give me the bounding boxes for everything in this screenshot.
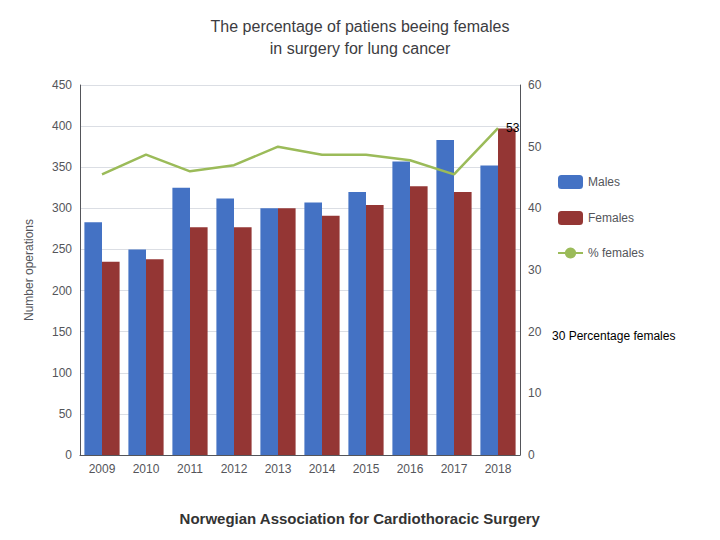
svg-text:The percentage of patiens beei: The percentage of patiens beeing females: [211, 18, 510, 35]
svg-text:250: 250: [52, 242, 72, 256]
svg-text:Norwegian Association for Card: Norwegian Association for Cardiothoracic…: [180, 510, 541, 527]
svg-text:in surgery for lung cancer: in surgery for lung cancer: [270, 40, 451, 57]
svg-text:400: 400: [52, 119, 72, 133]
svg-text:% females: % females: [588, 246, 644, 260]
svg-text:30 Percentage females: 30 Percentage females: [552, 329, 675, 343]
svg-text:2015: 2015: [353, 462, 380, 476]
svg-text:2009: 2009: [89, 462, 116, 476]
svg-text:30: 30: [528, 263, 542, 277]
svg-text:2017: 2017: [441, 462, 468, 476]
svg-text:2016: 2016: [397, 462, 424, 476]
svg-text:60: 60: [528, 78, 542, 92]
svg-text:450: 450: [52, 78, 72, 92]
svg-text:20: 20: [528, 325, 542, 339]
svg-text:0: 0: [65, 448, 72, 462]
svg-text:2012: 2012: [221, 462, 248, 476]
svg-text:10: 10: [528, 386, 542, 400]
svg-text:Number operations: Number operations: [22, 219, 36, 321]
svg-text:300: 300: [52, 201, 72, 215]
svg-text:Females: Females: [588, 211, 634, 225]
svg-text:350: 350: [52, 160, 72, 174]
svg-text:53: 53: [506, 121, 520, 135]
svg-text:0: 0: [528, 448, 535, 462]
svg-text:2010: 2010: [133, 462, 160, 476]
svg-text:100: 100: [52, 366, 72, 380]
svg-text:150: 150: [52, 325, 72, 339]
svg-text:2013: 2013: [265, 462, 292, 476]
svg-text:2014: 2014: [309, 462, 336, 476]
svg-text:50: 50: [59, 407, 73, 421]
svg-text:Males: Males: [588, 175, 620, 189]
svg-text:50: 50: [528, 140, 542, 154]
svg-text:40: 40: [528, 201, 542, 215]
svg-text:2018: 2018: [485, 462, 512, 476]
svg-text:200: 200: [52, 284, 72, 298]
svg-text:2011: 2011: [177, 462, 203, 476]
